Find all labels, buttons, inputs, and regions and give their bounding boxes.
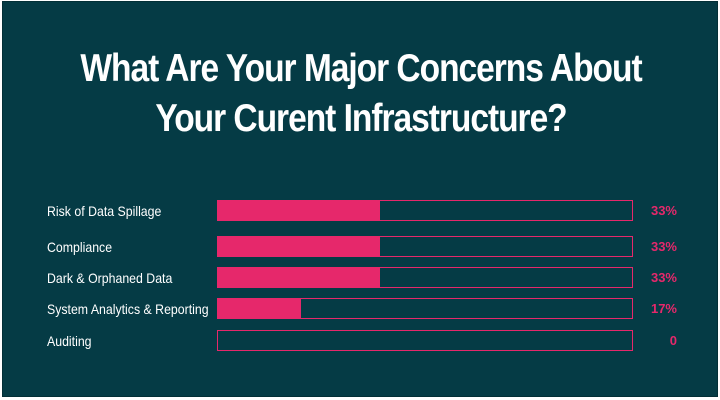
bar (218, 237, 380, 256)
chart-title-line-2: Your Curent Infrastructure? (155, 97, 567, 140)
bar (218, 268, 380, 287)
bar-track (217, 330, 633, 351)
value-label: 0 (669, 333, 677, 348)
category-label: System Analytics & Reporting (47, 301, 209, 317)
value-label: 33% (650, 270, 677, 285)
horizontal-bar-chart: Risk of Data Spillage 33% Compliance 33% Dar… (3, 2, 719, 398)
value-label: 33% (650, 239, 677, 254)
chart-title: What Are Your Major Concerns About Your … (53, 44, 669, 144)
category-label: Compliance (47, 239, 113, 255)
category-label: Dark & Orphaned Data (47, 270, 173, 286)
value-label: 17% (650, 301, 677, 316)
category-label: Risk of Data Spillage (47, 203, 162, 219)
category-label: Auditing (47, 333, 92, 349)
bar (218, 201, 380, 220)
bar-track (217, 298, 633, 319)
value-label: 33% (650, 203, 677, 218)
bar (218, 299, 301, 318)
bar-track (217, 236, 633, 257)
bar-track (217, 267, 633, 288)
bar-track (217, 200, 633, 221)
chart-title-line-1: What Are Your Major Concerns About (80, 47, 642, 90)
